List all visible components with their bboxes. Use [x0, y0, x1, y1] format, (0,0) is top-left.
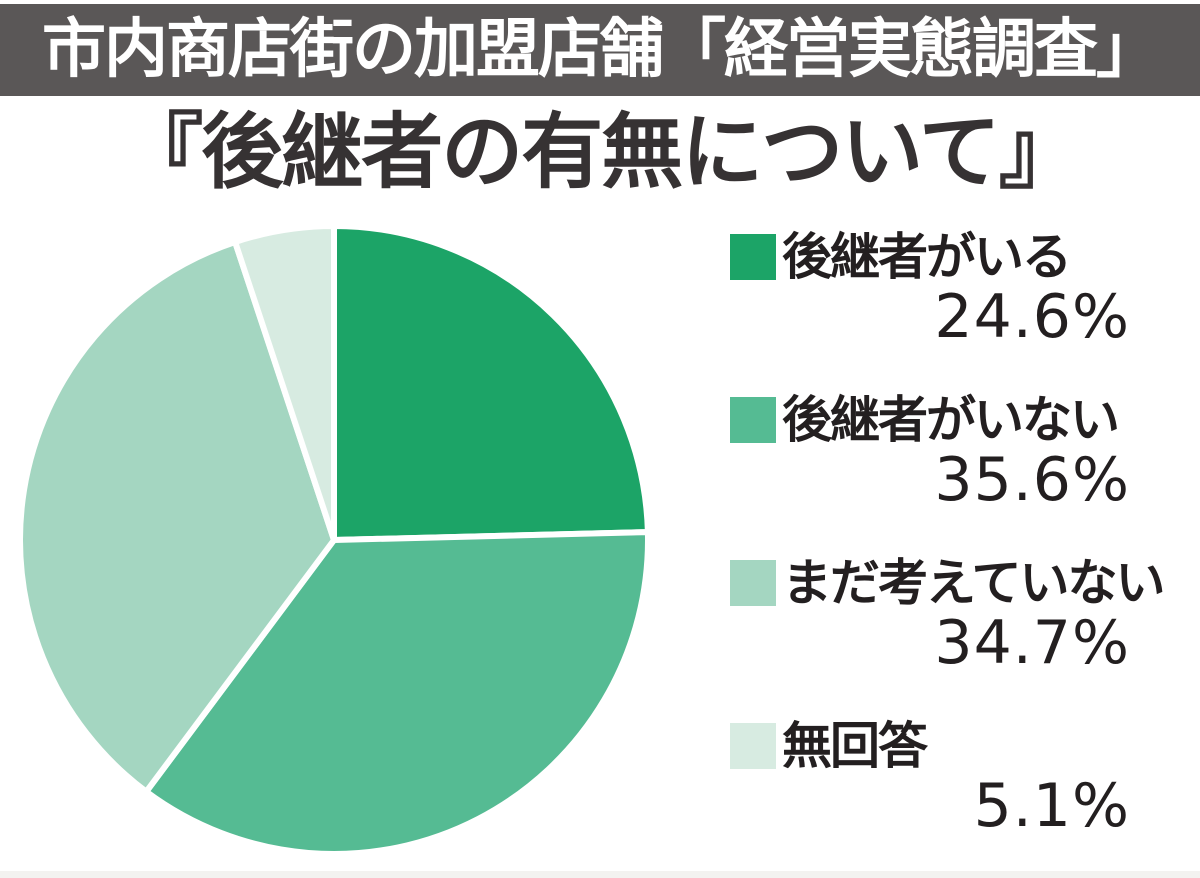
pie-slice-1 — [143, 529, 651, 857]
pie-chart-container — [14, 220, 654, 860]
legend: 後継者がいる 24.6% 後継者がいない 35.6% まだ考えていない 34.7… — [730, 228, 1165, 878]
legend-swatch-icon — [730, 397, 776, 443]
legend-label: 無回答 — [782, 717, 928, 775]
legend-value: 35.6% — [934, 445, 1130, 515]
legend-line: まだ考えていない — [730, 554, 1165, 612]
header-banner: 市内商店街の加盟店舗「経営実態調査」 — [0, 4, 1200, 96]
legend-value: 5.1% — [973, 771, 1130, 841]
pie-chart — [16, 223, 651, 857]
legend-item-not-considered: まだ考えていない 34.7% — [730, 554, 1165, 678]
legend-swatch-icon — [730, 234, 776, 280]
pie-slice-0 — [331, 223, 651, 543]
pie-slice-3 — [232, 223, 337, 543]
chart-title: 『後継者の有無について』 — [121, 105, 1081, 200]
legend-label: 後継者がいる — [782, 228, 1072, 286]
legend-item-has-successor: 後継者がいる 24.6% — [730, 228, 1130, 348]
pie-slice-2 — [16, 238, 337, 795]
legend-value: 34.7% — [934, 608, 1130, 678]
legend-label: まだ考えていない — [782, 554, 1165, 612]
legend-line: 後継者がいる — [730, 228, 1130, 286]
legend-item-no-answer: 無回答 5.1% — [730, 717, 1130, 837]
bottom-strip — [0, 871, 1200, 878]
legend-swatch-icon — [730, 723, 776, 769]
legend-swatch-icon — [730, 560, 776, 606]
legend-label: 後継者がいない — [782, 391, 1120, 449]
legend-line: 後継者がいない — [730, 391, 1130, 449]
legend-item-no-successor: 後継者がいない 35.6% — [730, 391, 1130, 511]
banner-title: 市内商店街の加盟店舗「経営実態調査」 — [42, 13, 1160, 87]
legend-line: 無回答 — [730, 717, 1130, 775]
legend-value: 24.6% — [934, 282, 1130, 352]
